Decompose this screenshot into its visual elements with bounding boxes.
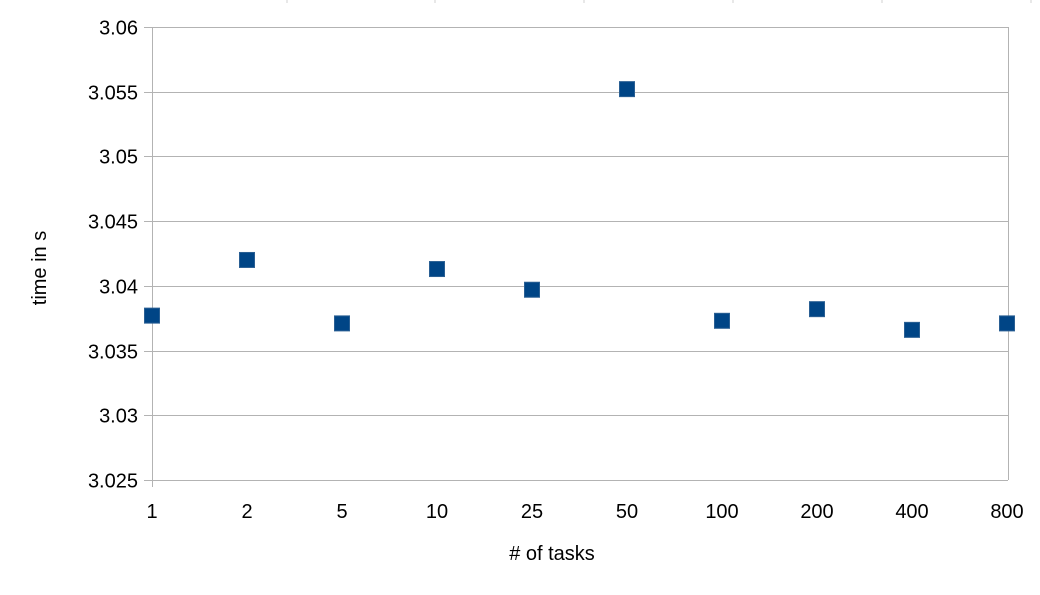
y-tick-label: 3.055 xyxy=(88,83,138,105)
y-tick-label: 3.04 xyxy=(99,277,138,299)
x-tick-label: 100 xyxy=(705,501,738,523)
data-point xyxy=(334,315,350,332)
x-tick-label: 50 xyxy=(616,501,638,523)
y-axis-title: time in s xyxy=(29,231,51,305)
x-tick-label: 400 xyxy=(895,501,928,523)
grid-lines xyxy=(144,27,1008,481)
y-tick-label: 3.035 xyxy=(88,342,138,364)
x-tick-label: 25 xyxy=(521,501,543,523)
y-tick-labels: 3.025 3.03 3.035 3.04 3.045 3.05 3.055 3.06 xyxy=(88,18,138,493)
y-tick-label: 3.06 xyxy=(99,18,138,40)
data-point xyxy=(809,301,825,318)
data-point xyxy=(904,321,920,338)
data-point xyxy=(999,315,1015,332)
y-tick-label: 3.05 xyxy=(99,147,138,169)
data-point xyxy=(714,312,730,329)
x-tick-label: 200 xyxy=(800,501,833,523)
data-point xyxy=(239,251,255,268)
data-point xyxy=(524,281,540,298)
x-tick-label: 2 xyxy=(241,501,252,523)
axes xyxy=(152,0,1032,487)
data-points xyxy=(144,81,1015,338)
x-tick-label: 10 xyxy=(426,501,448,523)
x-tick-label: 800 xyxy=(990,501,1023,523)
x-tick-label: 1 xyxy=(146,501,157,523)
data-point xyxy=(619,81,635,98)
data-point xyxy=(429,261,445,278)
y-tick-label: 3.03 xyxy=(99,406,138,428)
y-tick-label: 3.025 xyxy=(88,471,138,493)
y-tick-label: 3.045 xyxy=(88,212,138,234)
data-point xyxy=(144,307,160,324)
x-tick-labels: 1 2 5 10 25 50 100 200 400 800 xyxy=(146,501,1023,523)
x-tick-label: 5 xyxy=(336,501,347,523)
x-axis-title: # of tasks xyxy=(509,543,595,565)
